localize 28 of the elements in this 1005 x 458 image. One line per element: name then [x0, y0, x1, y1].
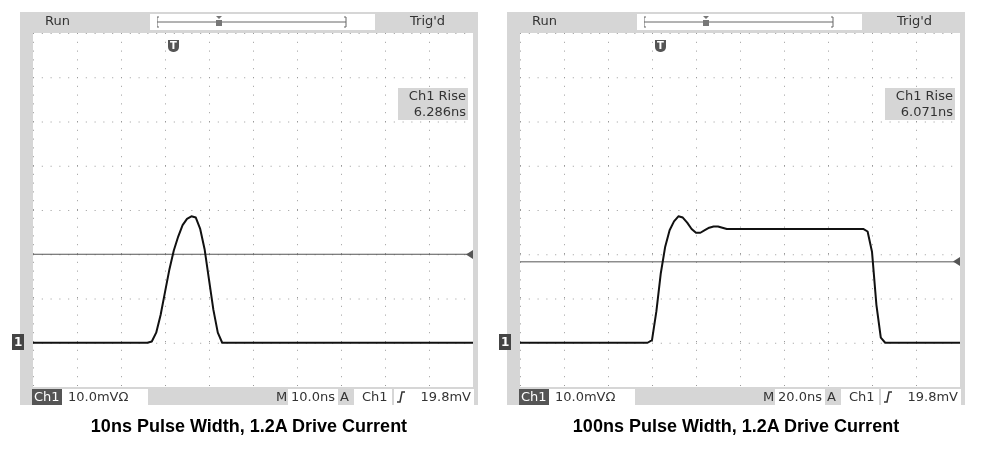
text: M — [763, 389, 775, 405]
text: Trig'd — [410, 13, 446, 29]
text: Ch1 — [32, 389, 62, 405]
text: 100ns Pulse Width, 1.2A Drive Current — [571, 416, 901, 437]
text: A — [827, 389, 836, 405]
text: 6.071ns — [885, 104, 955, 120]
text: 20.0ns — [775, 389, 825, 405]
text: Ch1 Rise — [885, 88, 955, 104]
text: Ch1 — [519, 389, 549, 405]
text: 10.0ns — [288, 389, 338, 405]
text: Ch1 Rise — [398, 88, 468, 104]
text: M — [276, 389, 288, 405]
text: 10.0mVΩ — [62, 389, 148, 405]
text: Ch1 — [841, 389, 879, 405]
text: T — [168, 40, 179, 52]
text: 10ns Pulse Width, 1.2A Drive Current — [89, 416, 409, 437]
text: T — [655, 40, 666, 52]
text: 1 — [499, 334, 512, 350]
text: A — [340, 389, 349, 405]
text: 6.286ns — [398, 104, 468, 120]
text: Run — [532, 13, 557, 29]
text: Trig'd — [897, 13, 933, 29]
text: 10.0mVΩ — [549, 389, 635, 405]
text: Ch1 — [354, 389, 392, 405]
text: 19.8mV — [405, 389, 474, 405]
text: 1 — [12, 334, 25, 350]
text: 19.8mV — [892, 389, 961, 405]
text: Run — [45, 13, 70, 29]
